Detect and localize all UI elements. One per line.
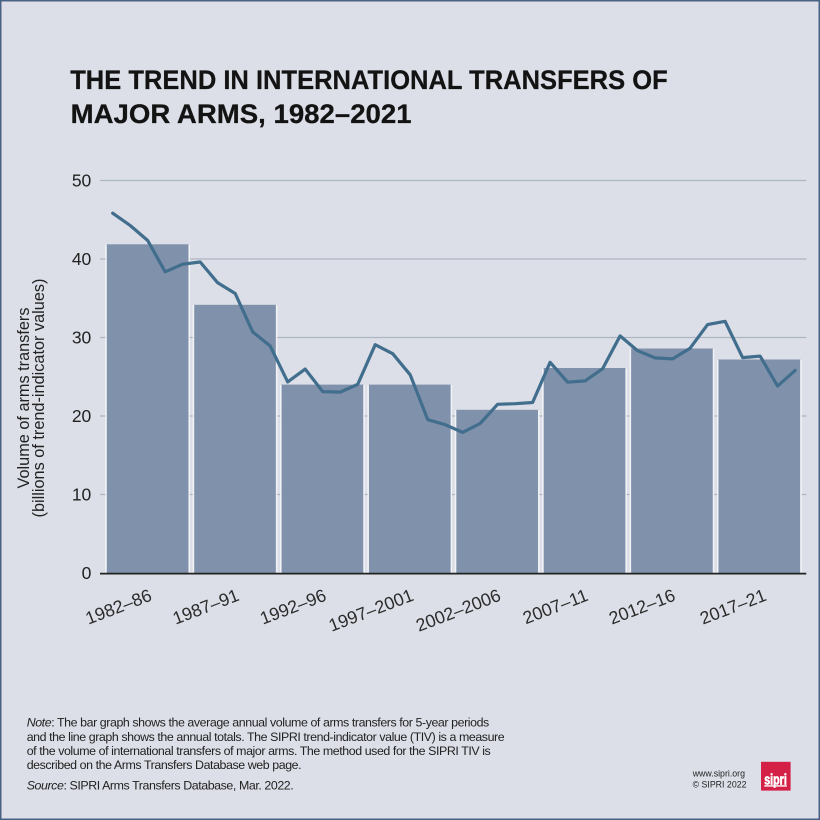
svg-text:THE TREND IN INTERNATIONAL TRA: THE TREND IN INTERNATIONAL TRANSFERS OF bbox=[70, 65, 668, 95]
svg-text:50: 50 bbox=[72, 171, 92, 191]
svg-text:0: 0 bbox=[82, 563, 92, 583]
svg-text:Note: The bar graph shows the: Note: The bar graph shows the average an… bbox=[27, 716, 489, 730]
svg-text:30: 30 bbox=[72, 328, 92, 348]
svg-text:© SIPRI 2022: © SIPRI 2022 bbox=[693, 780, 747, 790]
svg-text:(billions of trend-indicator v: (billions of trend-indicator values) bbox=[30, 279, 48, 518]
svg-text:10: 10 bbox=[72, 485, 92, 505]
svg-text:20: 20 bbox=[72, 406, 92, 426]
svg-text:40: 40 bbox=[72, 249, 92, 269]
svg-text:Volume of arms transfers: Volume of arms transfers bbox=[15, 308, 33, 489]
svg-text:and the line graph shows the a: and the line graph shows the annual tota… bbox=[27, 730, 505, 744]
svg-text:Source: SIPRI Arms Transfers D: Source: SIPRI Arms Transfers Database, M… bbox=[27, 779, 294, 793]
svg-text:MAJOR ARMS, 1982–2021: MAJOR ARMS, 1982–2021 bbox=[71, 99, 412, 129]
svg-text:of the volume of international: of the volume of international transfers… bbox=[27, 744, 491, 758]
svg-text:sipri: sipri bbox=[764, 772, 787, 788]
svg-text:described on the Arms Transfer: described on the Arms Transfers Database… bbox=[27, 758, 301, 772]
svg-text:www.sipri.org: www.sipri.org bbox=[692, 769, 745, 779]
